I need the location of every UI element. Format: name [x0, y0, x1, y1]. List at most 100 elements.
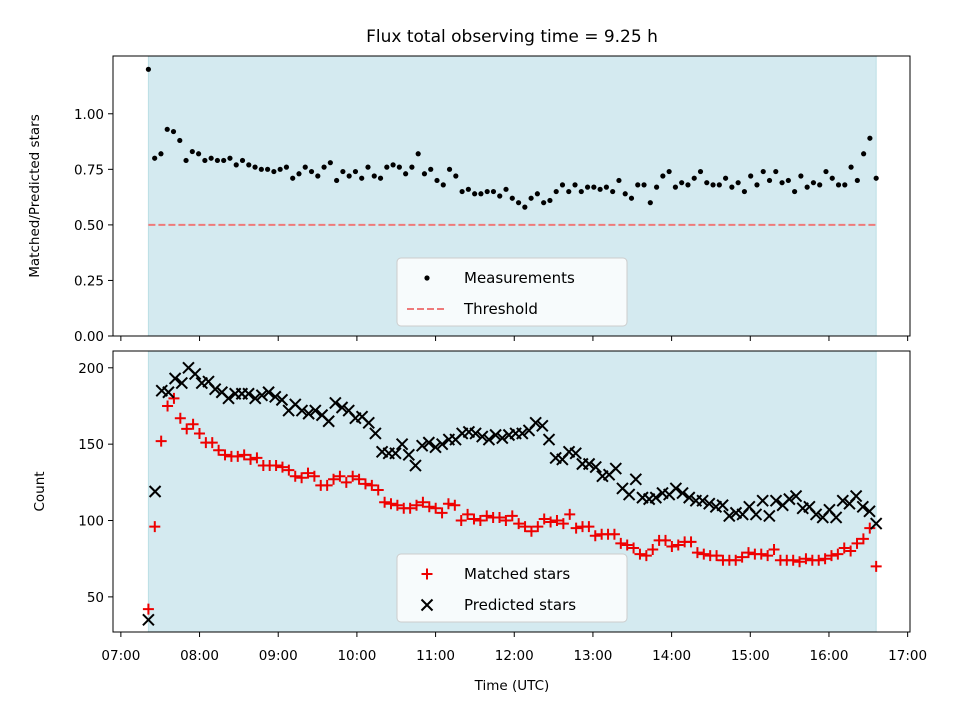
legend-plus-swatch — [421, 568, 433, 580]
legend-dot-swatch — [424, 275, 430, 281]
series-plus-point — [308, 470, 320, 482]
series-x-point — [542, 433, 556, 446]
series-plus-point — [430, 502, 442, 514]
series-x-point — [863, 505, 876, 518]
series-x-point — [208, 382, 222, 396]
legend-label: Threshold — [463, 300, 538, 318]
series-dot-point — [352, 168, 359, 175]
series-plus-point — [570, 522, 582, 534]
series-plus-point — [557, 518, 569, 530]
series-plus-point — [391, 499, 403, 511]
x-tick-label: 12:00 — [495, 648, 534, 664]
y-tick-label: 200 — [78, 361, 104, 377]
y-axis-label: Count — [32, 471, 48, 511]
series-x-point — [536, 419, 549, 433]
x-tick-label: 07:00 — [101, 648, 140, 664]
series-plus-point — [334, 470, 346, 482]
series-dot-point — [183, 157, 189, 164]
series-plus-point — [385, 498, 397, 510]
series-x-point — [162, 386, 175, 399]
series-dot-point — [296, 171, 302, 177]
series-plus-point — [768, 544, 780, 556]
x-tick-label: 10:00 — [337, 648, 376, 664]
x-tick-label: 16:00 — [810, 648, 849, 664]
series-x-point — [829, 511, 843, 524]
series-dot-point — [446, 166, 453, 172]
series-plus-point — [270, 460, 282, 472]
legend-label: Measurements — [464, 269, 575, 287]
legend-label: Matched stars — [464, 565, 570, 583]
series-plus-point — [442, 498, 454, 510]
series-dot-point — [628, 195, 635, 201]
series-dot-point — [773, 168, 779, 175]
series-x-point — [609, 462, 622, 475]
series-dot-point — [321, 164, 327, 170]
series-dot-point — [221, 157, 227, 164]
series-dot-point — [334, 177, 340, 184]
series-x-point — [329, 396, 342, 410]
series-dot-point — [396, 164, 402, 170]
series-dot-point — [741, 188, 748, 195]
series-x-point — [249, 392, 262, 405]
series-plus-point — [232, 450, 244, 462]
series-plus-point — [864, 522, 876, 534]
series-dot-point — [666, 168, 672, 175]
series-dot-point — [459, 188, 465, 195]
series-dot-point — [597, 186, 603, 192]
series-plus-point — [755, 548, 767, 560]
series-plus-point — [417, 496, 429, 508]
series-dot-point — [283, 164, 290, 170]
series-plus-point — [423, 501, 435, 513]
series-plus-point — [870, 560, 882, 572]
series-dot-point — [390, 162, 396, 168]
ratio-panel: 0.00 0.25 0.50 0.75 1.00 Matched/Predicted st… — [27, 55, 911, 345]
series-x-point — [529, 416, 542, 429]
series-dot-point — [177, 137, 183, 144]
series-plus-point — [187, 418, 199, 430]
series-plus-point — [672, 539, 684, 551]
series-x-point — [496, 431, 509, 445]
series-x-point — [188, 367, 202, 381]
series-x-point — [389, 447, 402, 460]
series-dot-point — [603, 184, 609, 190]
series-plus-point — [857, 533, 869, 545]
series-dot-point — [622, 191, 628, 197]
count-panel: 50 100 150 200 07:00 08:00 09:00 10:00 11:00 12:0… — [32, 350, 927, 664]
series-dot-point — [233, 162, 239, 168]
series-plus-point — [832, 548, 844, 560]
series-x-point — [262, 386, 275, 399]
series-dot-point — [277, 166, 283, 172]
series-dot-point — [308, 168, 315, 175]
series-plus-point — [711, 550, 723, 562]
y-tick-label: 0.00 — [74, 329, 104, 345]
series-dot-point — [641, 182, 647, 188]
series-x-point — [175, 376, 188, 390]
series-x-point — [489, 428, 502, 442]
series-plus-point — [762, 550, 774, 562]
series-dot-point — [873, 175, 879, 181]
series-dot-point — [748, 173, 754, 179]
series-plus-point — [819, 553, 831, 565]
series-plus-point — [494, 511, 506, 523]
series-x-point — [582, 457, 596, 471]
series-plus-point — [340, 476, 352, 488]
axes-frame — [112, 55, 911, 337]
series-plus-point — [168, 392, 180, 404]
series-plus-point — [813, 554, 825, 566]
series-plus-point — [551, 515, 563, 527]
series-x-point — [322, 415, 335, 428]
series-dot-point — [817, 182, 823, 188]
series-dot-point — [566, 188, 572, 195]
series-plus-point — [302, 467, 314, 479]
series-plus-point — [251, 452, 263, 464]
series-plus-point — [538, 513, 550, 525]
series-dot-point — [616, 177, 622, 184]
series-dot-point — [465, 186, 471, 192]
series-plus-point — [359, 478, 371, 490]
series-x-point — [476, 430, 489, 443]
series-x-point — [669, 482, 683, 495]
series-dot-point — [315, 173, 321, 179]
series-x-point — [569, 447, 582, 460]
series-dot-point — [365, 164, 371, 170]
axes-frame — [112, 350, 911, 633]
